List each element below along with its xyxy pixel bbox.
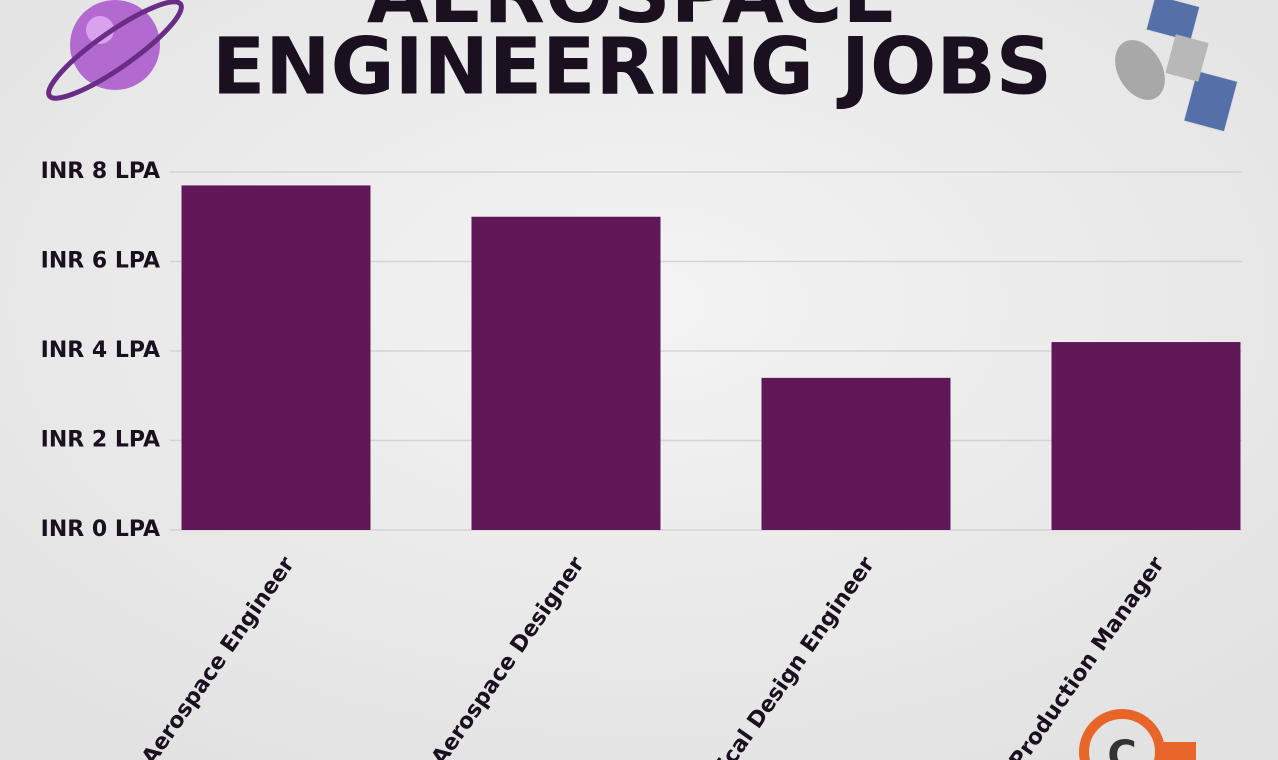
y-tick-label: INR 6 LPA	[41, 249, 160, 274]
chart-title: ENGINEERING JOBS	[212, 22, 1052, 112]
logo: C	[1079, 709, 1196, 760]
y-tick-label: INR 0 LPA	[41, 517, 160, 542]
bar	[1051, 342, 1241, 530]
svg-text:C: C	[1107, 733, 1136, 760]
bar	[181, 185, 371, 531]
satellite-icon	[1115, 0, 1239, 133]
chart-title: AEROSPACE	[367, 0, 897, 41]
bar	[471, 216, 661, 530]
planet-icon	[46, 0, 184, 101]
y-tick-label: INR 2 LPA	[41, 428, 160, 453]
y-tick-label: INR 8 LPA	[41, 159, 160, 184]
y-tick-label: INR 4 LPA	[41, 338, 160, 363]
bar	[761, 377, 951, 530]
